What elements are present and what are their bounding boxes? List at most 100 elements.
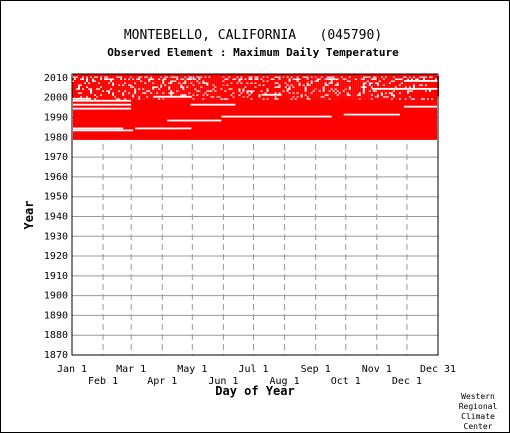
day-cell-2009-233: [304, 77, 307, 81]
day-cell-2001-327: [398, 93, 401, 97]
day-cell-2007-47: [118, 81, 121, 85]
day-cell-2010-83: [154, 75, 157, 79]
day-cell-2007-95: [166, 81, 169, 85]
missing-segment-2: [135, 127, 192, 130]
day-cell-2007-247: [318, 81, 321, 85]
day-cell-2004-283: [354, 87, 357, 91]
day-cell-2004-239: [310, 87, 313, 91]
day-cell-2005-271: [342, 85, 345, 89]
day-cell-2010-237: [308, 75, 311, 79]
day-cell-2005-215: [286, 85, 289, 89]
day-cell-2008-93: [164, 79, 167, 83]
day-cell-2002-237: [308, 91, 311, 95]
day-cell-2008-137: [208, 79, 211, 83]
day-cell-2006-293: [364, 83, 367, 87]
day-cell-2005-63: [134, 85, 137, 89]
day-cell-1999-109: [180, 97, 183, 101]
day-cell-2009-149: [220, 77, 223, 81]
day-cell-2003-93: [164, 89, 167, 93]
day-cell-1999-177: [248, 97, 251, 101]
day-cell-2004-29: [100, 87, 103, 91]
day-cell-2002-107: [178, 91, 181, 95]
day-cell-2001-85: [156, 93, 159, 97]
day-cell-2008-229: [300, 79, 303, 83]
day-cell-2005-141: [212, 85, 215, 89]
day-cell-2005-273: [344, 85, 347, 89]
day-cell-2000-223: [294, 95, 297, 99]
day-cell-2007-167: [238, 81, 241, 85]
day-cell-2004-189: [260, 87, 263, 91]
day-cell-2010-305: [376, 75, 379, 79]
day-cell-2006-75: [146, 83, 149, 87]
day-cell-2004-1: [72, 87, 74, 91]
day-cell-2001-145: [216, 93, 219, 97]
day-cell-1999-323: [394, 97, 397, 101]
day-cell-2008-323: [394, 79, 397, 83]
day-cell-2003-277: [348, 89, 351, 93]
day-cell-2001-361: [432, 93, 435, 97]
day-cell-2006-361: [432, 83, 435, 87]
day-cell-2002-215: [286, 91, 289, 95]
day-cell-1999-325: [396, 97, 399, 101]
day-cell-2003-281: [352, 89, 355, 93]
day-cell-2003-157: [228, 89, 231, 93]
day-cell-1999-85: [156, 97, 159, 101]
day-cell-1999-107: [178, 97, 181, 101]
day-cell-2007-195: [266, 81, 269, 85]
day-cell-2000-333: [404, 95, 407, 99]
day-cell-2006-145: [216, 83, 219, 87]
day-cell-2004-105: [176, 87, 179, 91]
day-cell-2010-81: [152, 75, 155, 79]
day-cell-2008-161: [232, 79, 235, 83]
day-cell-2010-21: [92, 75, 95, 79]
day-cell-2008-129: [200, 79, 203, 83]
day-cell-2005-331: [402, 85, 405, 89]
day-cell-2001-245: [316, 93, 319, 97]
day-cell-2005-71: [142, 85, 145, 89]
day-cell-2002-307: [378, 91, 381, 95]
day-cell-2008-219: [290, 79, 293, 83]
day-cell-2008-19: [90, 79, 93, 83]
day-cell-2003-239: [310, 89, 313, 93]
day-cell-1999-305: [376, 97, 379, 101]
day-cell-2000-173: [244, 95, 247, 99]
day-cell-2000-37: [108, 95, 111, 99]
day-cell-2000-33: [104, 95, 107, 99]
day-cell-2007-241: [312, 81, 315, 85]
day-cell-1999-83: [154, 97, 157, 101]
day-cell-2009-213: [284, 77, 287, 81]
day-cell-2004-287: [358, 87, 361, 91]
day-cell-2002-229: [300, 91, 303, 95]
day-cell-2005-281: [352, 85, 355, 89]
day-cell-2004-249: [320, 87, 323, 91]
day-cell-2008-7: [78, 79, 81, 83]
day-cell-2010-17: [88, 75, 91, 79]
day-cell-2005-23: [94, 85, 97, 89]
day-cell-2006-299: [370, 83, 373, 87]
day-cell-2004-185: [256, 87, 259, 91]
day-cell-2001-215: [286, 93, 289, 97]
day-cell-2004-133: [204, 87, 207, 91]
day-cell-2008-299: [370, 79, 373, 83]
day-cell-2001-225: [296, 93, 299, 97]
day-cell-2005-17: [88, 85, 91, 89]
day-cell-2008-181: [252, 79, 255, 83]
day-cell-2000-227: [298, 95, 301, 99]
day-cell-2003-253: [324, 89, 327, 93]
day-cell-2002-27: [98, 91, 101, 95]
day-cell-2003-57: [128, 89, 131, 93]
day-cell-2005-315: [386, 85, 389, 89]
day-cell-2004-35: [106, 87, 109, 91]
day-cell-2000-23: [94, 95, 97, 99]
day-cell-2003-147: [218, 89, 221, 93]
day-cell-2001-101: [172, 93, 175, 97]
day-cell-2009-279: [350, 77, 353, 81]
day-cell-2010-149: [220, 75, 223, 79]
day-cell-2001-71: [142, 93, 145, 97]
day-cell-2000-289: [360, 95, 363, 99]
day-cell-2008-135: [206, 79, 209, 83]
day-cell-2004-147: [218, 87, 221, 91]
day-cell-2006-343: [414, 83, 417, 87]
day-cell-2000-163: [234, 95, 237, 99]
day-cell-2008-327: [398, 79, 401, 83]
